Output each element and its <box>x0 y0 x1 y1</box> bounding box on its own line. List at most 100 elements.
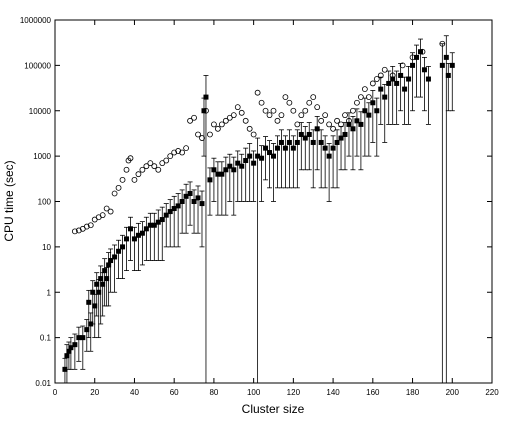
y-axis-label: CPU time (sec) <box>2 160 16 241</box>
square-point <box>215 171 221 177</box>
square-point <box>294 139 300 145</box>
square-point <box>175 203 181 209</box>
square-point <box>298 131 304 137</box>
y-tick-label: 1000 <box>33 152 51 161</box>
circle-point <box>75 227 82 234</box>
square-point <box>195 195 201 201</box>
square-point <box>231 167 237 173</box>
square-point <box>243 158 249 164</box>
circle-point <box>350 107 356 114</box>
square-point <box>271 153 276 159</box>
square-point <box>310 139 316 145</box>
circle-point <box>218 121 225 128</box>
circle-point <box>314 104 321 111</box>
square-point <box>414 54 420 60</box>
circle-point <box>71 228 78 235</box>
square-point <box>135 232 141 238</box>
circle-point <box>135 171 142 178</box>
square-point <box>66 348 72 354</box>
square-point <box>290 145 296 151</box>
square-point <box>374 108 380 114</box>
circle-point <box>222 117 229 124</box>
square-point <box>120 244 126 250</box>
square-point <box>386 80 392 86</box>
square-point <box>90 289 96 295</box>
square-point <box>167 209 173 215</box>
circle-point <box>254 89 261 96</box>
square-point <box>100 281 106 287</box>
circle-point <box>195 131 201 138</box>
circle-point <box>159 160 166 167</box>
circle-point <box>214 125 221 132</box>
circle-point <box>361 86 368 93</box>
square-point <box>143 226 149 232</box>
square-point <box>179 199 185 204</box>
circle-point <box>127 155 134 162</box>
square-point <box>203 94 209 100</box>
square-point <box>199 201 205 207</box>
circle-point <box>342 112 348 119</box>
circle-point <box>266 112 273 119</box>
y-tick-label: 0.1 <box>40 334 52 343</box>
y-tick-label: 100000 <box>24 61 51 70</box>
circle-point <box>334 117 340 124</box>
circle-point <box>171 149 178 156</box>
square-point <box>425 76 431 82</box>
circle-point <box>131 176 138 183</box>
square-point <box>151 222 157 228</box>
square-point <box>322 145 328 151</box>
circle-point <box>338 121 344 128</box>
square-point <box>211 167 217 173</box>
x-axis-label: Cluster size <box>242 402 305 416</box>
circle-point <box>155 166 162 173</box>
circle-point <box>191 114 197 121</box>
square-point <box>201 108 207 114</box>
x-tick-label: 80 <box>209 388 218 397</box>
square-point <box>207 177 213 183</box>
circle-point <box>310 94 317 100</box>
x-tick-label: 60 <box>170 388 179 397</box>
square-point <box>306 131 312 137</box>
circle-point <box>163 157 170 164</box>
circle-point <box>203 107 209 114</box>
square-point <box>116 248 122 254</box>
circle-point <box>262 107 269 114</box>
circle-point <box>365 94 372 100</box>
square-point <box>330 145 336 151</box>
circle-point <box>439 40 446 47</box>
circle-point <box>211 121 217 128</box>
square-point <box>219 171 225 177</box>
circle-point <box>175 148 182 154</box>
square-point <box>406 76 412 82</box>
square-point <box>86 299 92 305</box>
square-point <box>402 86 408 92</box>
square-point <box>80 335 86 341</box>
circle-point <box>83 223 90 230</box>
square-point <box>112 254 118 260</box>
square-point <box>390 76 396 82</box>
square-point <box>84 327 90 333</box>
square-point <box>72 342 78 348</box>
circle-point <box>147 160 154 167</box>
square-point <box>98 276 104 282</box>
circle-point <box>354 99 360 106</box>
circle-point <box>234 104 241 111</box>
square-point <box>362 108 368 114</box>
circle-point <box>282 94 289 100</box>
square-point <box>163 212 169 218</box>
square-point <box>449 62 455 68</box>
square-point <box>255 153 261 159</box>
square-point <box>187 191 193 197</box>
y-tick-label: 10000 <box>29 107 52 116</box>
circle-point <box>242 117 249 124</box>
x-tick-label: 0 <box>53 388 58 397</box>
circle-point <box>377 72 384 79</box>
square-point <box>286 139 292 145</box>
square-point <box>439 62 445 68</box>
circle-point <box>119 176 126 183</box>
circle-point <box>290 107 297 114</box>
circle-point <box>167 153 174 160</box>
square-point <box>334 139 340 145</box>
square-point <box>127 226 133 232</box>
